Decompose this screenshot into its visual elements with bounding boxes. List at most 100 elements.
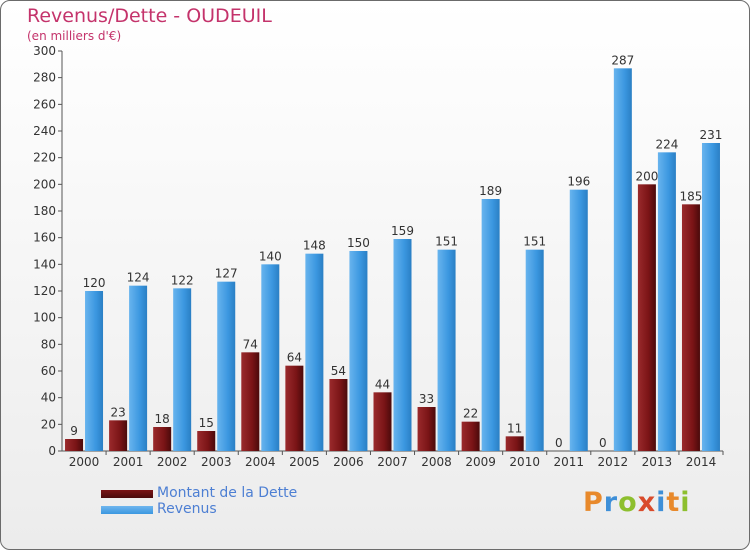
x-tick-label: 2012: [598, 455, 629, 469]
bar-revenue: [657, 152, 676, 452]
y-tick-label: 280: [33, 71, 56, 85]
y-tick-label: 260: [33, 97, 56, 111]
bar-debt: [109, 420, 128, 451]
data-label: 189: [479, 184, 502, 198]
bar-revenue: [437, 249, 456, 451]
data-label: 122: [171, 273, 194, 287]
legend-label-revenue: Revenus: [157, 501, 217, 517]
data-label: 15: [199, 416, 214, 430]
bar-revenue: [349, 251, 368, 451]
x-tick-label: 2014: [686, 455, 717, 469]
y-tick-label: 200: [33, 177, 56, 191]
data-label: 9: [70, 424, 78, 438]
data-label: 74: [243, 337, 258, 351]
legend-label-debt: Montant de la Dette: [157, 485, 298, 501]
data-label: 159: [391, 224, 414, 238]
bar-revenue: [173, 288, 192, 451]
bar-revenue: [613, 68, 632, 451]
bar-revenue: [129, 285, 148, 451]
bar-debt: [373, 392, 392, 451]
data-label: 185: [680, 189, 703, 203]
logo-letter: r: [603, 487, 619, 518]
y-tick-label: 140: [33, 257, 56, 271]
data-label: 124: [127, 271, 150, 285]
bar-debt: [329, 379, 348, 451]
bar-debt: [461, 421, 480, 451]
data-label: 33: [419, 392, 434, 406]
data-label: 23: [110, 405, 125, 419]
data-label: 127: [215, 267, 238, 281]
bar-debt: [197, 431, 216, 451]
x-tick-label: 2004: [245, 455, 276, 469]
x-tick-label: 2013: [642, 455, 673, 469]
x-tick-label: 2002: [157, 455, 188, 469]
data-label: 151: [435, 235, 458, 249]
x-tick-label: 2009: [465, 455, 496, 469]
bar-revenue: [525, 249, 544, 451]
x-tick-label: 2005: [289, 455, 320, 469]
y-tick-label: 300: [33, 44, 56, 58]
bar-debt: [285, 365, 304, 451]
y-tick-label: 160: [33, 231, 56, 245]
legend-swatch-revenue: [101, 506, 153, 514]
data-label: 200: [635, 169, 658, 183]
bar-debt: [505, 436, 524, 451]
x-tick-label: 2011: [553, 455, 584, 469]
legend-swatch-debt: [101, 490, 153, 498]
data-label: 64: [287, 351, 302, 365]
bar-debt: [153, 427, 172, 451]
data-label: 120: [83, 276, 106, 290]
data-label: 196: [567, 175, 590, 189]
y-tick-label: 60: [41, 364, 56, 378]
bar-revenue: [569, 189, 588, 451]
x-tick-label: 2010: [509, 455, 540, 469]
logo-letter: t: [666, 487, 681, 518]
bar-revenue: [217, 281, 236, 451]
x-tick-label: 2003: [201, 455, 232, 469]
y-tick-label: 0: [48, 444, 56, 458]
logo-letter: P: [583, 487, 604, 518]
bar-debt: [637, 184, 656, 452]
data-label: 22: [463, 407, 478, 421]
data-label: 0: [599, 436, 607, 450]
data-label: 54: [331, 364, 346, 378]
chart-title: Revenus/Dette - OUDEUIL: [27, 5, 272, 27]
bar-debt: [241, 352, 260, 451]
logo-letter: o: [618, 487, 638, 518]
y-tick-label: 240: [33, 124, 56, 138]
y-tick-label: 220: [33, 151, 56, 165]
bar-revenue: [393, 239, 412, 451]
y-tick-label: 40: [41, 391, 56, 405]
bar-revenue: [85, 291, 104, 451]
bar-debt: [65, 439, 84, 451]
data-label: 140: [259, 249, 282, 263]
data-label: 11: [507, 421, 522, 435]
bar-revenue: [305, 253, 324, 451]
y-tick-label: 180: [33, 204, 56, 218]
data-label: 18: [155, 412, 170, 426]
logo-letter: x: [637, 487, 657, 518]
data-label: 44: [375, 377, 390, 391]
y-tick-label: 20: [41, 417, 56, 431]
data-label: 231: [700, 128, 723, 142]
data-label: 224: [655, 137, 678, 151]
y-tick-label: 100: [33, 311, 56, 325]
logo-letter: i: [680, 487, 691, 518]
data-label: 0: [555, 436, 563, 450]
data-label: 151: [523, 235, 546, 249]
data-label: 150: [347, 236, 370, 250]
bar-revenue: [701, 143, 720, 451]
data-label: 287: [611, 53, 634, 67]
data-label: 148: [303, 239, 326, 253]
x-tick-label: 2007: [377, 455, 408, 469]
x-tick-label: 2001: [113, 455, 144, 469]
bar-debt: [417, 407, 436, 451]
bar-debt: [681, 204, 700, 451]
bar-revenue: [261, 264, 280, 451]
y-tick-label: 80: [41, 337, 56, 351]
proxiti-logo: Proxiti: [583, 487, 691, 518]
x-tick-label: 2006: [333, 455, 364, 469]
chart-subtitle: (en milliers d'€): [27, 29, 122, 43]
